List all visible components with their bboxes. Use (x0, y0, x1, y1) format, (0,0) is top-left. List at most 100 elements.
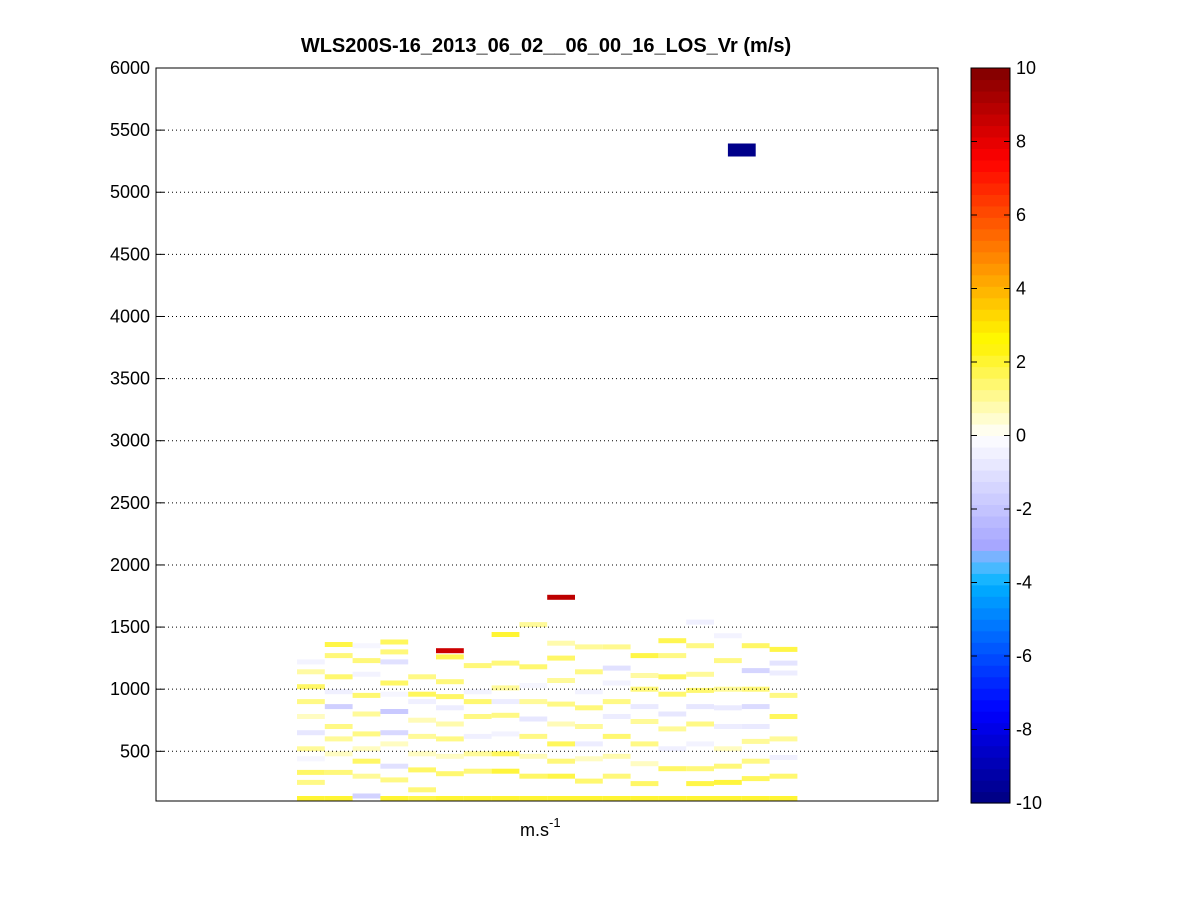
heatmap-cell (658, 691, 687, 697)
heatmap-cell (602, 680, 631, 686)
heatmap-cell (436, 796, 464, 801)
heatmap-cell (352, 692, 381, 698)
heatmap-cell (547, 721, 575, 727)
heatmap-cell (658, 746, 687, 752)
heatmap-cell (380, 659, 409, 665)
y-tick-label: 3500 (110, 369, 150, 389)
colorbar-tick-label: -2 (1016, 499, 1032, 519)
heatmap-cell (575, 705, 603, 711)
heatmap-cell (547, 758, 575, 764)
colorbar-band (971, 263, 1010, 276)
colorbar-band (971, 217, 1010, 230)
x-axis-label: m.s-1 (520, 815, 561, 840)
heatmap-cell (769, 670, 798, 676)
colorbar-band (971, 68, 1010, 81)
colorbar-band (971, 446, 1010, 460)
colorbar-band (971, 550, 1010, 563)
heatmap-cell (297, 769, 325, 775)
heatmap-cell (769, 692, 798, 698)
y-tick-label: 3000 (110, 431, 150, 451)
heatmap-cell (324, 796, 353, 801)
heatmap-cell (463, 733, 492, 739)
heatmap-cell (352, 671, 381, 677)
heatmap-cell (547, 773, 575, 779)
colorbar-band (971, 619, 1010, 632)
heatmap-cell (630, 761, 659, 767)
colorbar-band (971, 297, 1010, 310)
y-tick-label: 2500 (110, 493, 150, 513)
heatmap-cell (686, 619, 714, 625)
colorbar-band (971, 90, 1010, 104)
heatmap-cell (547, 796, 575, 801)
colorbar-band (971, 642, 1010, 655)
colorbar-band (971, 458, 1010, 471)
heatmap-cell (741, 796, 770, 801)
heatmap-cell (686, 687, 714, 693)
heatmap-cell (714, 746, 742, 752)
colorbar-band (971, 676, 1010, 689)
colorbar-tick-label: 2 (1016, 352, 1026, 372)
heatmap-cell (352, 711, 381, 717)
heatmap-cell (380, 741, 409, 747)
heatmap-cell (408, 767, 436, 773)
colorbar-tick-label: -8 (1016, 720, 1032, 740)
heatmap-cell (686, 796, 714, 801)
colorbar: -10 -8 -6 -4 -2 0 2 4 6 8 10 (970, 58, 1042, 813)
heatmap-cell (380, 730, 409, 736)
colorbar-band (971, 596, 1010, 609)
colorbar-tick-label: 6 (1016, 205, 1026, 225)
heatmap-cell (658, 766, 687, 772)
heatmap-cell (463, 714, 492, 719)
colorbar-band (971, 355, 1010, 368)
colorbar-band (971, 378, 1010, 391)
heatmap-cell (324, 674, 353, 680)
heatmap-cell (547, 594, 575, 600)
heatmap-cells (297, 143, 798, 801)
heatmap-cell (602, 714, 631, 719)
heatmap-cell (741, 668, 770, 674)
heatmap-cell (658, 674, 687, 680)
heatmap-cell (602, 753, 631, 759)
heatmap-cell (686, 781, 714, 787)
colorbar-band (971, 469, 1010, 483)
heatmap-cell (602, 665, 631, 671)
heatmap-cell (630, 796, 659, 801)
heatmap-cell (575, 689, 603, 695)
heatmap-cell (602, 773, 631, 779)
heatmap-cell (630, 653, 659, 659)
heatmap-cell (769, 796, 798, 801)
heatmap-cell (547, 701, 575, 707)
heatmap-cell (575, 796, 603, 801)
colorbar-tick-label: -4 (1016, 573, 1032, 593)
colorbar-band (971, 240, 1010, 253)
heatmap-cell (630, 673, 659, 678)
heatmap-cell (741, 643, 770, 649)
colorbar-band (971, 745, 1010, 758)
heatmap-cell (741, 776, 770, 782)
heatmap-cell (575, 756, 603, 762)
heatmap-cell (575, 669, 603, 675)
heatmap-cell (380, 649, 409, 655)
heatmap-cell (352, 758, 381, 764)
heatmap-cell (714, 763, 742, 769)
colorbar-band (971, 412, 1010, 425)
heatmap-cell (658, 653, 687, 659)
heatmap-cell (727, 143, 756, 157)
y-tick-label: 500 (120, 741, 150, 761)
colorbar-band (971, 573, 1010, 586)
heatmap-cell (324, 736, 353, 742)
heatmap-cell (519, 773, 548, 779)
heatmap-cell (714, 658, 742, 664)
heatmap-cell (352, 773, 381, 779)
heatmap-cell (436, 654, 464, 660)
colorbar-band (971, 286, 1010, 299)
heatmap-cell (491, 768, 520, 774)
heatmap-cell (297, 684, 325, 690)
heatmap-cell (491, 660, 520, 666)
colorbar-band (971, 699, 1010, 712)
heatmap-cell (380, 691, 409, 697)
heatmap-cell (463, 663, 492, 669)
colorbar-band (971, 102, 1010, 115)
heatmap-cell (519, 796, 548, 801)
heatmap-cell (575, 724, 603, 729)
